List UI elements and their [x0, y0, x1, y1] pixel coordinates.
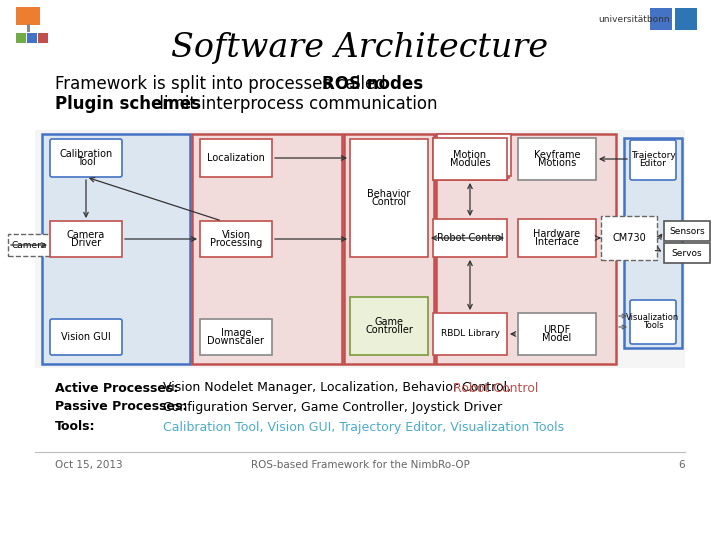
Text: Calibration Tool, Vision GUI, Trajectory Editor, Visualization Tools: Calibration Tool, Vision GUI, Trajectory… — [163, 421, 564, 434]
Bar — [433, 138, 507, 180]
Text: Game: Game — [374, 317, 403, 327]
Text: ROS-based Framework for the NimbRo-OP: ROS-based Framework for the NimbRo-OP — [251, 460, 469, 470]
Bar — [436, 134, 616, 364]
Text: Visualization: Visualization — [626, 314, 680, 322]
Bar — [518, 138, 596, 180]
Text: Motion: Motion — [454, 150, 487, 160]
Text: Processing: Processing — [210, 238, 262, 248]
Text: URDF: URDF — [544, 325, 571, 335]
Bar — [27, 24, 30, 32]
FancyBboxPatch shape — [50, 139, 122, 177]
Text: Driver: Driver — [71, 238, 101, 248]
Bar — [650, 8, 672, 30]
Text: Software Architecture: Software Architecture — [171, 32, 549, 64]
Text: Calibration: Calibration — [59, 149, 112, 159]
Text: Motions: Motions — [538, 158, 576, 168]
Text: Passive Processes:: Passive Processes: — [55, 401, 187, 414]
Bar — [624, 138, 682, 348]
FancyBboxPatch shape — [50, 319, 122, 355]
Bar — [50, 221, 122, 257]
Text: Configuration Server, Game Controller, Joystick Driver: Configuration Server, Game Controller, J… — [163, 401, 502, 414]
FancyBboxPatch shape — [630, 140, 676, 180]
Bar — [433, 219, 507, 257]
Bar — [350, 139, 428, 257]
Text: 6: 6 — [678, 460, 685, 470]
Text: Sensors: Sensors — [669, 226, 705, 235]
Text: Editor: Editor — [639, 159, 667, 168]
Bar — [350, 297, 428, 355]
Text: Trajectory: Trajectory — [631, 152, 675, 160]
Bar — [664, 243, 710, 263]
Text: CM730: CM730 — [612, 233, 646, 243]
Text: Image: Image — [221, 328, 251, 338]
Text: Tools:: Tools: — [55, 421, 96, 434]
Text: limit interprocess communication: limit interprocess communication — [154, 95, 438, 113]
Bar — [675, 8, 697, 30]
Bar — [16, 33, 26, 43]
Text: universitätbonn: universitätbonn — [598, 16, 670, 24]
Text: Plugin schemes: Plugin schemes — [55, 95, 201, 113]
Bar — [344, 134, 434, 364]
Text: ROS nodes: ROS nodes — [323, 75, 423, 93]
Bar — [601, 216, 657, 260]
Text: Downscaler: Downscaler — [207, 336, 264, 346]
Text: Keyframe: Keyframe — [534, 150, 580, 160]
Text: Vision Nodelet Manager, Localization, Behavior Control,: Vision Nodelet Manager, Localization, Be… — [163, 381, 515, 395]
Bar — [433, 138, 507, 180]
Text: Behavior: Behavior — [367, 189, 410, 199]
Text: Interface: Interface — [535, 237, 579, 247]
Bar — [518, 219, 596, 257]
Bar — [42, 134, 190, 364]
Text: Robot Control: Robot Control — [437, 233, 503, 243]
Bar — [200, 221, 272, 257]
Text: Tools: Tools — [643, 321, 663, 330]
Text: Camera: Camera — [12, 240, 47, 249]
Bar — [8, 234, 50, 256]
Bar — [192, 134, 342, 364]
Bar — [27, 33, 37, 43]
Bar — [16, 7, 40, 25]
Text: Active Processes:: Active Processes: — [55, 381, 179, 395]
Bar — [200, 139, 272, 177]
Text: Hardware: Hardware — [534, 229, 580, 239]
Text: Vision: Vision — [222, 230, 251, 240]
Text: Controller: Controller — [365, 325, 413, 335]
Bar — [200, 319, 272, 355]
Text: Vision GUI: Vision GUI — [61, 332, 111, 342]
Text: RBDL Library: RBDL Library — [441, 329, 500, 339]
Bar — [435, 136, 509, 178]
Text: Oct 15, 2013: Oct 15, 2013 — [55, 460, 122, 470]
Text: Modules: Modules — [450, 158, 490, 168]
Text: Camera: Camera — [67, 230, 105, 240]
Text: Framework is split into processes called: Framework is split into processes called — [55, 75, 391, 93]
Bar — [38, 33, 48, 43]
FancyBboxPatch shape — [630, 300, 676, 344]
Bar — [433, 313, 507, 355]
Text: Robot Control: Robot Control — [453, 381, 539, 395]
Text: Control: Control — [372, 197, 407, 207]
Bar — [35, 130, 685, 368]
Text: Localization: Localization — [207, 153, 265, 163]
Bar — [518, 313, 596, 355]
Text: Tool: Tool — [76, 157, 95, 167]
Bar — [664, 221, 710, 241]
Bar — [437, 134, 511, 176]
Text: Servos: Servos — [672, 248, 702, 258]
Text: Model: Model — [542, 333, 572, 343]
